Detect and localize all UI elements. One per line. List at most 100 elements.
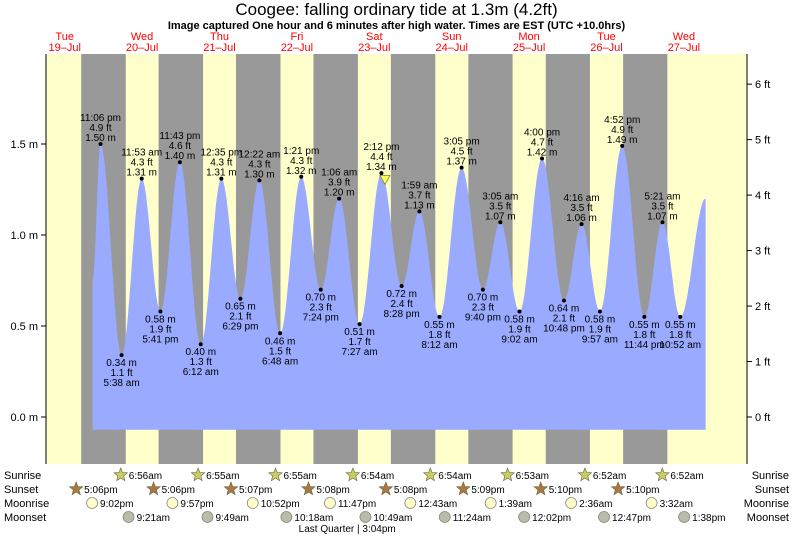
sunrise-icon (500, 467, 516, 482)
tide-m-label: 0.55 m (424, 320, 455, 331)
tide-ft-label: 3.9 ft (328, 178, 350, 189)
tide-m-label: 1.32 m (286, 166, 317, 177)
tide-ft-label: 1.9 ft (589, 324, 611, 335)
tide-m-label: 1.34 m (366, 162, 397, 173)
tide-time-label: 11:06 pm (80, 113, 121, 124)
tide-m-label: 0.70 m (305, 293, 336, 304)
moonset-time: 9:49am (215, 513, 248, 524)
tide-point (337, 196, 342, 201)
tide-point (299, 174, 304, 179)
date-label: 27–Jul (668, 42, 700, 54)
tide-time-label: 9:40 pm (465, 313, 501, 324)
sunset-time: 5:06pm (84, 485, 117, 496)
tide-time-label: 4:16 am (564, 193, 600, 204)
tide-point (517, 309, 522, 314)
moonset-time: 9:21am (137, 513, 170, 524)
tide-time-label: 1:59 am (401, 180, 437, 191)
moonrise-time: 2:36am (579, 499, 612, 510)
tide-point (597, 309, 602, 314)
moonrise-time: 9:02pm (100, 499, 133, 510)
tide-time-label: 9:57 am (582, 334, 618, 345)
tide-ft-label: 1.8 ft (669, 330, 691, 341)
tide-point (498, 220, 503, 225)
sunrise-time: 6:55am (283, 471, 316, 482)
tide-time-label: 1:21 pm (283, 146, 319, 157)
sunset-time: 5:08pm (394, 485, 427, 496)
sunrise-time: 6:56am (129, 471, 162, 482)
y-tick-label-ft: 1 ft (755, 357, 770, 369)
sunrise-row-label: Sunrise (4, 470, 41, 482)
moonset-icon (678, 511, 691, 523)
y-tick-label-ft: 2 ft (755, 301, 770, 313)
tide-point (198, 342, 203, 347)
sunrise-icon (422, 467, 438, 482)
tide-point (219, 176, 224, 181)
date-label: 25–Jul (513, 42, 545, 54)
sunrise-time: 6:55am (206, 471, 239, 482)
tide-fill-area (92, 144, 706, 430)
moonset-icon (122, 511, 135, 523)
tide-time-label: 11:44 pm (624, 340, 665, 351)
tide-time-label: 9:02 am (501, 334, 537, 345)
moonrise-time: 10:52pm (261, 499, 300, 510)
tide-m-label: 1.13 m (404, 200, 435, 211)
tide-point (238, 296, 243, 301)
moonset-row-label: Moonset (4, 512, 46, 524)
tide-point (417, 209, 422, 214)
y-tick-label-m: 1.0 m (10, 230, 38, 242)
tide-point (379, 171, 384, 176)
tide-time-label: 11:43 pm (159, 131, 200, 142)
moonrise-icon (166, 497, 179, 509)
tide-time-label: 10:52 am (659, 340, 701, 351)
tide-time-label: 11:53 am (121, 148, 162, 159)
date-label: 19–Jul (48, 42, 80, 54)
tide-point (437, 314, 442, 319)
moonrise-icon (246, 497, 259, 509)
tide-time-label: 8:28 pm (384, 309, 420, 320)
tide-ft-label: 4.5 ft (450, 147, 472, 158)
tide-time-label: 5:21 am (644, 191, 680, 202)
tide-m-label: 1.06 m (566, 213, 597, 224)
tide-point (540, 156, 545, 161)
date-label: 26–Jul (590, 42, 622, 54)
sunset-icon (146, 481, 162, 496)
tide-m-label: 0.58 m (145, 314, 176, 325)
sunrise-time: 6:52am (593, 471, 626, 482)
tide-time-label: 2:12 pm (363, 142, 399, 153)
moonrise-time: 1:39am (499, 499, 532, 510)
moonrise-icon (565, 497, 578, 509)
moonset-time: 12:47pm (612, 513, 651, 524)
sunset-icon (68, 481, 84, 496)
sunset-time: 5:06pm (162, 485, 195, 496)
tide-ft-label: 4.3 ft (290, 156, 312, 167)
tide-time-label: 3:05 pm (444, 137, 480, 148)
tide-m-label: 0.70 m (468, 293, 499, 304)
tide-ft-label: 2.3 ft (472, 303, 494, 314)
moonset-time: 1:38pm (692, 513, 725, 524)
day-of-week: Sat (366, 31, 383, 43)
tide-time-label: 10:48 pm (543, 324, 585, 335)
tide-time-label: 6:12 am (183, 367, 219, 378)
moonrise-icon (645, 497, 658, 509)
tide-point (678, 314, 683, 319)
moonrise-row-label-right: Moonrise (744, 498, 789, 510)
sunset-icon (533, 481, 549, 496)
y-tick-label-ft: 5 ft (755, 135, 770, 147)
tide-time-label: 3:05 am (482, 191, 518, 202)
sunrise-icon (190, 467, 206, 482)
moonrise-time: 9:57pm (180, 499, 213, 510)
sunrise-icon (654, 467, 670, 482)
sunset-icon (455, 481, 471, 496)
tide-ft-label: 1.1 ft (110, 368, 132, 379)
chart-axes: 0.0 m 0.5 m 1.0 m 1.5 m 0 ft 1 ft 2 ft 3 ft 4 ft… (10, 54, 770, 464)
tide-time-label: 6:48 am (262, 356, 298, 367)
tide-m-label: 0.51 m (344, 327, 375, 338)
sunrise-row-label-right: Sunrise (752, 470, 789, 482)
tide-m-label: 1.07 m (647, 211, 678, 222)
sunset-time: 5:09pm (471, 485, 504, 496)
day-of-week: Tue (597, 31, 616, 43)
y-tick-label-m: 0.5 m (10, 321, 38, 333)
sunset-icon (223, 481, 239, 496)
day-of-week: Wed (131, 31, 153, 43)
